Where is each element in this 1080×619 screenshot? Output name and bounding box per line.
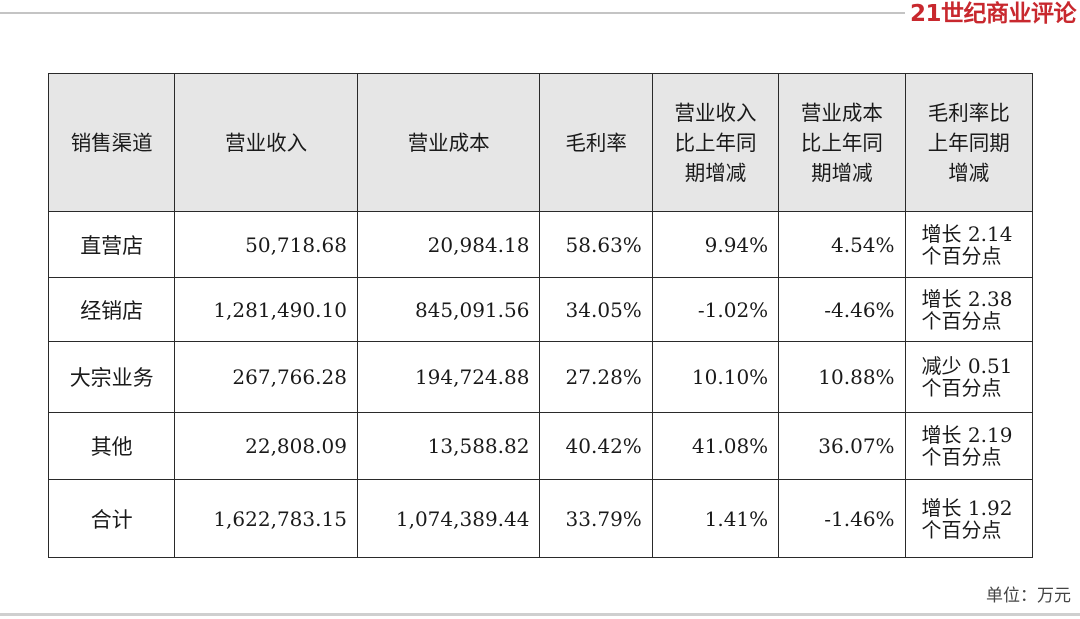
cell-margin: 33.79% bbox=[539, 479, 653, 558]
cell-revenue: 1,281,490.10 bbox=[174, 277, 358, 342]
cell-margin-change: 增长 2.38 个百分点 bbox=[904, 277, 1034, 342]
cell-margin-change: 增长 2.19 个百分点 bbox=[904, 412, 1034, 480]
cell-channel: 直营店 bbox=[47, 211, 176, 278]
cell-cost-change: 10.88% bbox=[778, 341, 906, 413]
cell-cost: 194,724.88 bbox=[356, 341, 541, 413]
table-row: 大宗业务 267,766.28 194,724.88 27.28% 10.10%… bbox=[47, 341, 1034, 413]
cell-cost-change: -1.46% bbox=[778, 479, 906, 558]
cell-cost: 845,091.56 bbox=[356, 277, 541, 342]
brand-logo: 21世纪商业评论 bbox=[909, 1, 1077, 27]
table-row: 直营店 50,718.68 20,984.18 58.63% 9.94% 4.5… bbox=[47, 211, 1034, 278]
top-divider bbox=[0, 12, 905, 14]
cell-cost-change: 4.54% bbox=[778, 211, 906, 278]
cell-margin-change: 增长 2.14 个百分点 bbox=[904, 211, 1034, 278]
cell-margin: 40.42% bbox=[539, 412, 653, 480]
cell-margin-change: 增长 1.92 个百分点 bbox=[904, 479, 1034, 558]
header-channel: 销售渠道 bbox=[47, 73, 176, 212]
cell-revenue-change: -1.02% bbox=[651, 277, 780, 342]
cell-channel: 合计 bbox=[47, 479, 176, 558]
cell-margin: 34.05% bbox=[539, 277, 653, 342]
cell-cost: 1,074,389.44 bbox=[356, 479, 541, 558]
header-revenue-change: 营业收入 比上年同 期增减 bbox=[651, 73, 780, 212]
cell-cost: 20,984.18 bbox=[356, 211, 541, 278]
cell-revenue-change: 10.10% bbox=[651, 341, 780, 413]
table-row: 合计 1,622,783.15 1,074,389.44 33.79% 1.41… bbox=[47, 479, 1034, 558]
cell-channel: 大宗业务 bbox=[47, 341, 176, 413]
cell-margin: 58.63% bbox=[539, 211, 653, 278]
cell-revenue: 22,808.09 bbox=[174, 412, 358, 480]
cell-channel: 其他 bbox=[47, 412, 176, 480]
cell-channel: 经销店 bbox=[47, 277, 176, 342]
bottom-divider bbox=[0, 613, 1080, 616]
header-cost: 营业成本 bbox=[356, 73, 541, 212]
cell-revenue-change: 9.94% bbox=[651, 211, 780, 278]
cell-margin-change: 减少 0.51 个百分点 bbox=[904, 341, 1034, 413]
header-margin-change: 毛利率比 上年同期 增减 bbox=[904, 73, 1034, 212]
cell-revenue-change: 41.08% bbox=[651, 412, 780, 480]
cell-margin: 27.28% bbox=[539, 341, 653, 413]
cell-revenue: 50,718.68 bbox=[174, 211, 358, 278]
header-cost-change: 营业成本 比上年同 期增减 bbox=[778, 73, 906, 212]
header-margin: 毛利率 bbox=[539, 73, 653, 212]
table-header-row: 销售渠道 营业收入 营业成本 毛利率 营业收入 比上年同 期增减 营业成本 比上… bbox=[47, 73, 1034, 212]
sales-channel-table: 销售渠道 营业收入 营业成本 毛利率 营业收入 比上年同 期增减 营业成本 比上… bbox=[47, 73, 1034, 558]
cell-cost-change: -4.46% bbox=[778, 277, 906, 342]
cell-revenue: 1,622,783.15 bbox=[174, 479, 358, 558]
cell-cost-change: 36.07% bbox=[778, 412, 906, 480]
cell-revenue: 267,766.28 bbox=[174, 341, 358, 413]
unit-note: 单位：万元 bbox=[986, 586, 1071, 606]
cell-revenue-change: 1.41% bbox=[651, 479, 780, 558]
header-revenue: 营业收入 bbox=[174, 73, 358, 212]
cell-cost: 13,588.82 bbox=[356, 412, 541, 480]
table-row: 经销店 1,281,490.10 845,091.56 34.05% -1.02… bbox=[47, 277, 1034, 342]
table-row: 其他 22,808.09 13,588.82 40.42% 41.08% 36.… bbox=[47, 412, 1034, 480]
